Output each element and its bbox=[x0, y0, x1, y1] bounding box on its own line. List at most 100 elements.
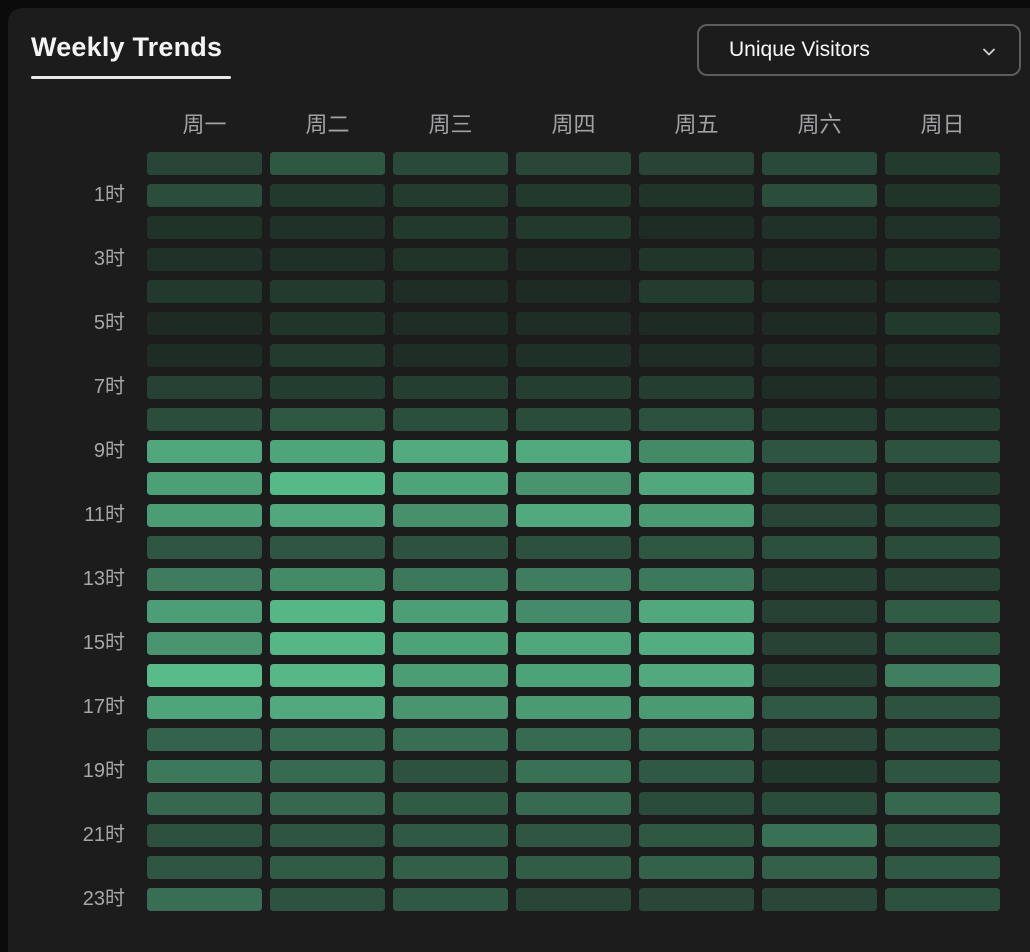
heatmap-cell[interactable] bbox=[393, 216, 508, 239]
heatmap-cell[interactable] bbox=[270, 888, 385, 911]
heatmap-cell[interactable] bbox=[270, 728, 385, 751]
heatmap-cell[interactable] bbox=[147, 408, 262, 431]
heatmap-cell[interactable] bbox=[885, 280, 1000, 303]
heatmap-cell[interactable] bbox=[393, 536, 508, 559]
heatmap-cell[interactable] bbox=[147, 344, 262, 367]
heatmap-cell[interactable] bbox=[885, 888, 1000, 911]
heatmap-cell[interactable] bbox=[393, 440, 508, 463]
heatmap-cell[interactable] bbox=[516, 344, 631, 367]
heatmap-cell[interactable] bbox=[639, 792, 754, 815]
heatmap-cell[interactable] bbox=[762, 248, 877, 271]
heatmap-cell[interactable] bbox=[885, 248, 1000, 271]
heatmap-cell[interactable] bbox=[147, 856, 262, 879]
heatmap-cell[interactable] bbox=[147, 504, 262, 527]
heatmap-cell[interactable] bbox=[147, 536, 262, 559]
heatmap-cell[interactable] bbox=[516, 280, 631, 303]
heatmap-cell[interactable] bbox=[762, 536, 877, 559]
heatmap-cell[interactable] bbox=[762, 600, 877, 623]
heatmap-cell[interactable] bbox=[270, 696, 385, 719]
heatmap-cell[interactable] bbox=[885, 760, 1000, 783]
heatmap-cell[interactable] bbox=[516, 152, 631, 175]
heatmap-cell[interactable] bbox=[516, 728, 631, 751]
heatmap-cell[interactable] bbox=[147, 216, 262, 239]
heatmap-cell[interactable] bbox=[762, 216, 877, 239]
heatmap-cell[interactable] bbox=[762, 888, 877, 911]
heatmap-cell[interactable] bbox=[147, 600, 262, 623]
heatmap-cell[interactable] bbox=[393, 504, 508, 527]
heatmap-cell[interactable] bbox=[762, 152, 877, 175]
heatmap-cell[interactable] bbox=[147, 472, 262, 495]
heatmap-cell[interactable] bbox=[639, 376, 754, 399]
heatmap-cell[interactable] bbox=[639, 888, 754, 911]
heatmap-cell[interactable] bbox=[885, 440, 1000, 463]
heatmap-cell[interactable] bbox=[147, 440, 262, 463]
heatmap-cell[interactable] bbox=[885, 504, 1000, 527]
heatmap-cell[interactable] bbox=[762, 376, 877, 399]
heatmap-cell[interactable] bbox=[147, 664, 262, 687]
heatmap-cell[interactable] bbox=[270, 664, 385, 687]
heatmap-cell[interactable] bbox=[516, 856, 631, 879]
heatmap-cell[interactable] bbox=[270, 248, 385, 271]
heatmap-cell[interactable] bbox=[516, 792, 631, 815]
heatmap-cell[interactable] bbox=[639, 504, 754, 527]
heatmap-cell[interactable] bbox=[762, 312, 877, 335]
heatmap-cell[interactable] bbox=[147, 792, 262, 815]
heatmap-cell[interactable] bbox=[639, 632, 754, 655]
heatmap-cell[interactable] bbox=[516, 312, 631, 335]
heatmap-cell[interactable] bbox=[762, 504, 877, 527]
heatmap-cell[interactable] bbox=[393, 792, 508, 815]
heatmap-cell[interactable] bbox=[516, 216, 631, 239]
heatmap-cell[interactable] bbox=[270, 856, 385, 879]
heatmap-cell[interactable] bbox=[516, 632, 631, 655]
heatmap-cell[interactable] bbox=[393, 184, 508, 207]
heatmap-cell[interactable] bbox=[516, 760, 631, 783]
heatmap-cell[interactable] bbox=[270, 504, 385, 527]
heatmap-cell[interactable] bbox=[270, 312, 385, 335]
heatmap-cell[interactable] bbox=[762, 440, 877, 463]
heatmap-cell[interactable] bbox=[393, 664, 508, 687]
heatmap-cell[interactable] bbox=[639, 696, 754, 719]
heatmap-cell[interactable] bbox=[639, 248, 754, 271]
heatmap-cell[interactable] bbox=[393, 632, 508, 655]
heatmap-cell[interactable] bbox=[270, 632, 385, 655]
heatmap-cell[interactable] bbox=[393, 856, 508, 879]
heatmap-cell[interactable] bbox=[516, 536, 631, 559]
heatmap-cell[interactable] bbox=[762, 760, 877, 783]
heatmap-cell[interactable] bbox=[393, 760, 508, 783]
heatmap-cell[interactable] bbox=[639, 440, 754, 463]
heatmap-cell[interactable] bbox=[516, 184, 631, 207]
heatmap-cell[interactable] bbox=[639, 600, 754, 623]
heatmap-cell[interactable] bbox=[147, 184, 262, 207]
heatmap-cell[interactable] bbox=[393, 408, 508, 431]
heatmap-cell[interactable] bbox=[270, 216, 385, 239]
heatmap-cell[interactable] bbox=[393, 696, 508, 719]
heatmap-cell[interactable] bbox=[270, 440, 385, 463]
heatmap-cell[interactable] bbox=[885, 568, 1000, 591]
heatmap-cell[interactable] bbox=[147, 280, 262, 303]
heatmap-cell[interactable] bbox=[270, 344, 385, 367]
heatmap-cell[interactable] bbox=[639, 728, 754, 751]
heatmap-cell[interactable] bbox=[516, 376, 631, 399]
heatmap-cell[interactable] bbox=[516, 600, 631, 623]
heatmap-cell[interactable] bbox=[393, 888, 508, 911]
heatmap-cell[interactable] bbox=[270, 568, 385, 591]
heatmap-cell[interactable] bbox=[762, 792, 877, 815]
heatmap-cell[interactable] bbox=[270, 408, 385, 431]
heatmap-cell[interactable] bbox=[885, 184, 1000, 207]
heatmap-cell[interactable] bbox=[270, 184, 385, 207]
heatmap-cell[interactable] bbox=[762, 824, 877, 847]
heatmap-cell[interactable] bbox=[885, 856, 1000, 879]
heatmap-cell[interactable] bbox=[393, 152, 508, 175]
heatmap-cell[interactable] bbox=[393, 344, 508, 367]
heatmap-cell[interactable] bbox=[639, 664, 754, 687]
heatmap-cell[interactable] bbox=[270, 760, 385, 783]
heatmap-cell[interactable] bbox=[639, 824, 754, 847]
heatmap-cell[interactable] bbox=[639, 760, 754, 783]
heatmap-cell[interactable] bbox=[147, 248, 262, 271]
heatmap-cell[interactable] bbox=[393, 824, 508, 847]
heatmap-cell[interactable] bbox=[516, 664, 631, 687]
heatmap-cell[interactable] bbox=[762, 184, 877, 207]
heatmap-cell[interactable] bbox=[762, 344, 877, 367]
heatmap-cell[interactable] bbox=[147, 696, 262, 719]
heatmap-cell[interactable] bbox=[393, 472, 508, 495]
